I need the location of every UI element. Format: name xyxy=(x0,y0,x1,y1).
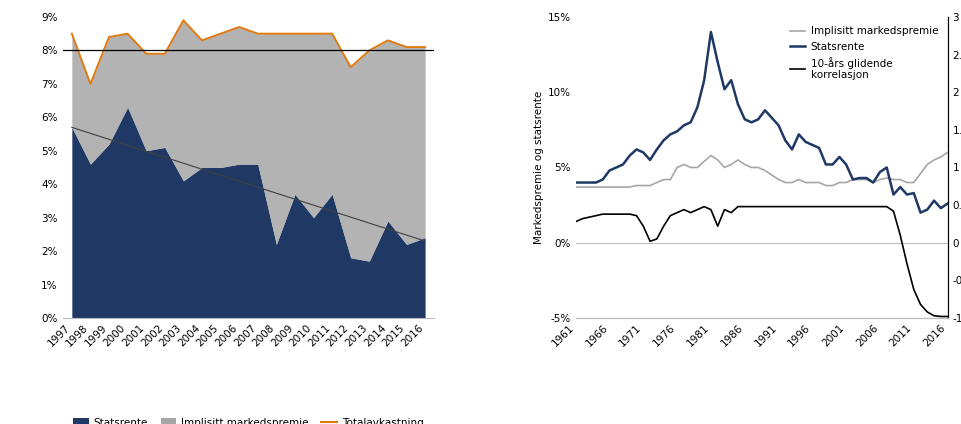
Y-axis label: Markedspremie og statsrente: Markedspremie og statsrente xyxy=(533,91,543,244)
Legend: Statsrente, Implisitt markedspremie, Totalavkastning: Statsrente, Implisitt markedspremie, Tot… xyxy=(68,413,428,424)
Legend: Implisitt markedspremie, Statsrente, 10-års glidende
korrelasjon: Implisitt markedspremie, Statsrente, 10-… xyxy=(785,22,942,84)
